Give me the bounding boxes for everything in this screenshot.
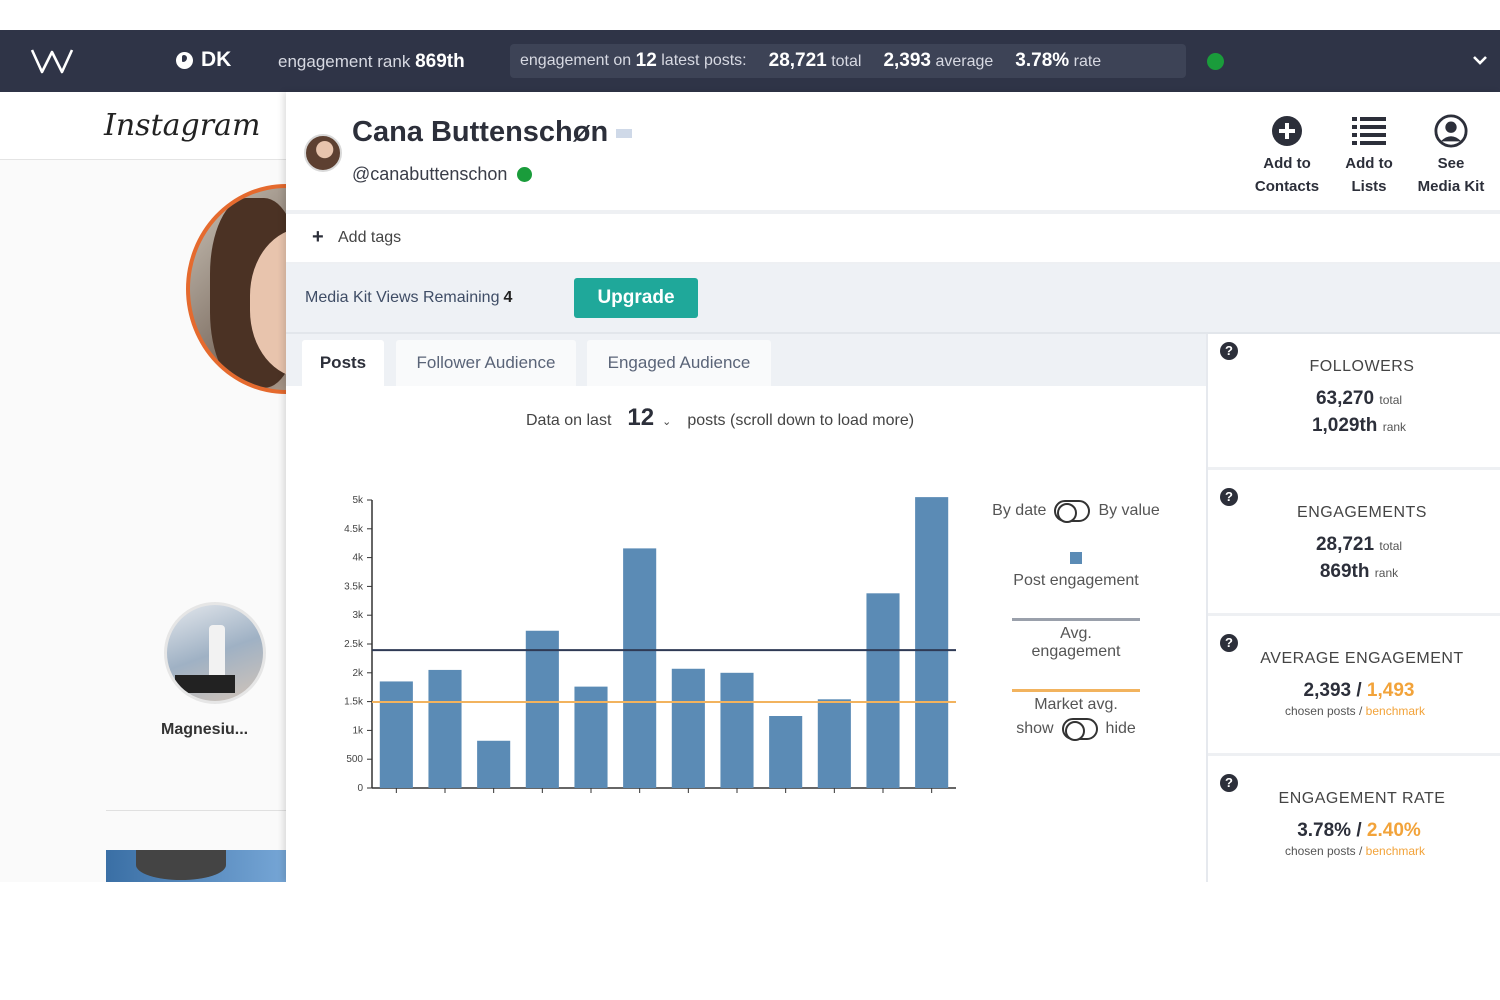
country-selector[interactable]: DK (176, 48, 231, 72)
post-thumbnail[interactable] (106, 850, 286, 882)
y-tick-label: 0 (357, 783, 363, 794)
y-tick-label: 2.5k (344, 639, 364, 650)
instagram-logo[interactable]: Instagram (104, 108, 261, 143)
add-tags-label: Add tags (338, 229, 402, 246)
total-engagement: 28,721 (768, 50, 827, 71)
bar (379, 681, 413, 788)
instagram-page: Instagram Magnesiu... (0, 92, 386, 882)
engagement-bar-chart: 0 500 1k 1.5k 2k 2.5k 3k 3.5k 4k 4.5k 5k (344, 495, 956, 794)
bar (623, 548, 657, 788)
y-tick-label: 4.5k (344, 524, 364, 535)
plus-icon: + (312, 226, 324, 248)
bar (769, 716, 803, 788)
avatar (304, 134, 342, 172)
y-tick-label: 3.5k (344, 581, 364, 592)
sort-toggle-switch[interactable] (1054, 500, 1091, 523)
upgrade-button[interactable]: Upgrade (574, 278, 698, 318)
profile-header: Cana Buttenschøn @canabuttenschon Add to… (286, 92, 1500, 214)
bar (574, 686, 608, 788)
market-avg-toggle: show hide (976, 718, 1176, 741)
post-count-dropdown[interactable]: 12 (627, 404, 655, 431)
plus-circle-icon (1272, 116, 1302, 146)
bar (817, 699, 851, 788)
y-tick-label: 1k (352, 725, 364, 736)
bar (671, 668, 705, 788)
market-avg-line-swatch (1012, 689, 1140, 692)
globe-icon (176, 51, 193, 69)
chevron-down-icon[interactable] (1472, 52, 1488, 68)
help-icon[interactable]: ? (1220, 342, 1238, 360)
divider (106, 810, 286, 811)
bar (428, 669, 462, 788)
bar (915, 497, 949, 788)
engagement-rank-value: 869th (415, 51, 465, 72)
engagements-stat: ? ENGAGEMENTS 28,721 total 869th rank (1208, 480, 1500, 616)
online-status-icon (517, 167, 533, 182)
status-dot-icon (1207, 53, 1224, 70)
instagram-header: Instagram (0, 92, 286, 160)
bar (720, 672, 754, 788)
add-to-contacts-button[interactable]: Add to Contacts (1244, 114, 1330, 198)
views-remaining-count: 4 (503, 289, 513, 306)
engagement-rank: engagement rank 869th (278, 51, 465, 72)
engagement-rate-stat: ? ENGAGEMENT RATE 3.78% / 2.40% chosen p… (1208, 766, 1500, 882)
see-media-kit-button[interactable]: See Media Kit (1408, 114, 1494, 198)
y-tick-label: 4k (352, 553, 364, 564)
country-code: DK (201, 48, 232, 71)
add-to-lists-button[interactable]: Add to Lists (1326, 114, 1412, 198)
top-bar: DK engagement rank 869th engagement on 1… (0, 30, 1500, 92)
chart-legend: By date By value Post engagement Avg. en… (976, 500, 1176, 741)
post-engagement-label: Post engagement (1013, 572, 1139, 589)
engagement-rate: 3.78% (1015, 50, 1070, 71)
followers-stat: ? FOLLOWERS 63,270 total 1,029th rank (1208, 334, 1500, 470)
engagement-summary: engagement on 12 latest posts: 28,721 to… (510, 44, 1186, 78)
media-kit-banner: Media Kit Views Remaining 4 Upgrade (286, 264, 1500, 334)
y-tick-label: 3k (352, 610, 364, 621)
logo-icon[interactable] (30, 46, 74, 76)
y-tick-label: 5k (352, 495, 364, 506)
tab-posts[interactable]: Posts (302, 340, 384, 386)
user-circle-icon (1434, 114, 1468, 148)
data-range-selector: Data on last 12 ⌄ posts (scroll down to l… (526, 404, 915, 431)
tab-engaged-audience[interactable]: Engaged Audience (587, 340, 771, 386)
story-highlight[interactable] (164, 602, 266, 704)
y-tick-label: 500 (346, 754, 363, 765)
sort-toggle: By date By value (976, 500, 1176, 523)
y-tick-label: 2k (352, 668, 364, 679)
market-avg-toggle-switch[interactable] (1061, 718, 1098, 741)
tab-bar: Posts Follower Audience Engaged Audience (286, 334, 1206, 386)
help-icon[interactable]: ? (1220, 774, 1238, 792)
bar (477, 740, 511, 788)
average-engagement: 2,393 (883, 50, 931, 71)
bar (525, 630, 559, 788)
average-engagement-stat: ? AVERAGE ENGAGEMENT 2,393 / 1,493 chose… (1208, 626, 1500, 756)
chevron-down-icon[interactable]: ⌄ (662, 416, 672, 428)
y-tick-label: 1.5k (344, 697, 364, 708)
flag-icon (616, 128, 633, 138)
app-frame: DK engagement rank 869th engagement on 1… (0, 30, 1500, 882)
tab-follower-audience[interactable]: Follower Audience (396, 340, 576, 386)
profile-name: Cana Buttenschøn (352, 116, 633, 149)
post-engagement-swatch (1070, 552, 1082, 564)
help-icon[interactable]: ? (1220, 634, 1238, 652)
bar (866, 593, 900, 788)
list-icon (1352, 117, 1386, 145)
stats-sidebar: ? FOLLOWERS 63,270 total 1,029th rank ? … (1206, 334, 1500, 882)
avg-engagement-line-swatch (1012, 618, 1140, 621)
add-tags-row[interactable]: + Add tags (286, 214, 1500, 264)
help-icon[interactable]: ? (1220, 488, 1238, 506)
influencer-panel: Cana Buttenschøn @canabuttenschon Add to… (286, 92, 1500, 882)
profile-handle: @canabuttenschon (352, 164, 533, 185)
story-highlight-label: Magnesiu... (161, 721, 249, 738)
